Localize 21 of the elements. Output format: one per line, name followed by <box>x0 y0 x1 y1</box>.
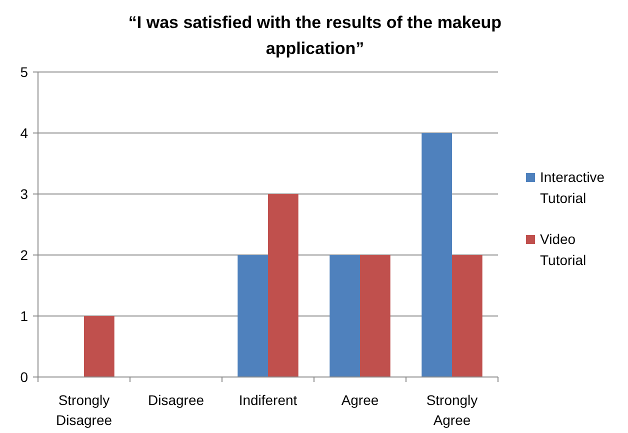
y-tick-label: 1 <box>20 308 28 324</box>
x-tick-label: Disagree <box>148 392 204 408</box>
bar <box>452 255 482 377</box>
y-tick-label: 3 <box>20 186 28 202</box>
bar <box>330 255 360 377</box>
bar <box>422 133 452 377</box>
bar <box>238 255 268 377</box>
y-tick-label: 2 <box>20 247 28 263</box>
y-tick-label: 5 <box>20 64 28 80</box>
bar <box>268 194 298 377</box>
y-tick-label: 0 <box>20 369 28 385</box>
chart-title: “I was satisfied with the results of the makeup application” <box>128 13 502 58</box>
y-tick-label: 4 <box>20 125 28 141</box>
legend-label: Video Tutorial <box>540 231 586 268</box>
bar <box>84 316 114 377</box>
legend-label: Interactive Tutorial <box>540 169 605 206</box>
x-tick-label: Agree <box>341 392 379 408</box>
x-tick-label: Strongly Agree <box>426 392 478 428</box>
x-tick-label: Indiferent <box>238 392 298 408</box>
x-tick-label: Strongly Disagree <box>56 392 112 428</box>
bar <box>360 255 390 377</box>
